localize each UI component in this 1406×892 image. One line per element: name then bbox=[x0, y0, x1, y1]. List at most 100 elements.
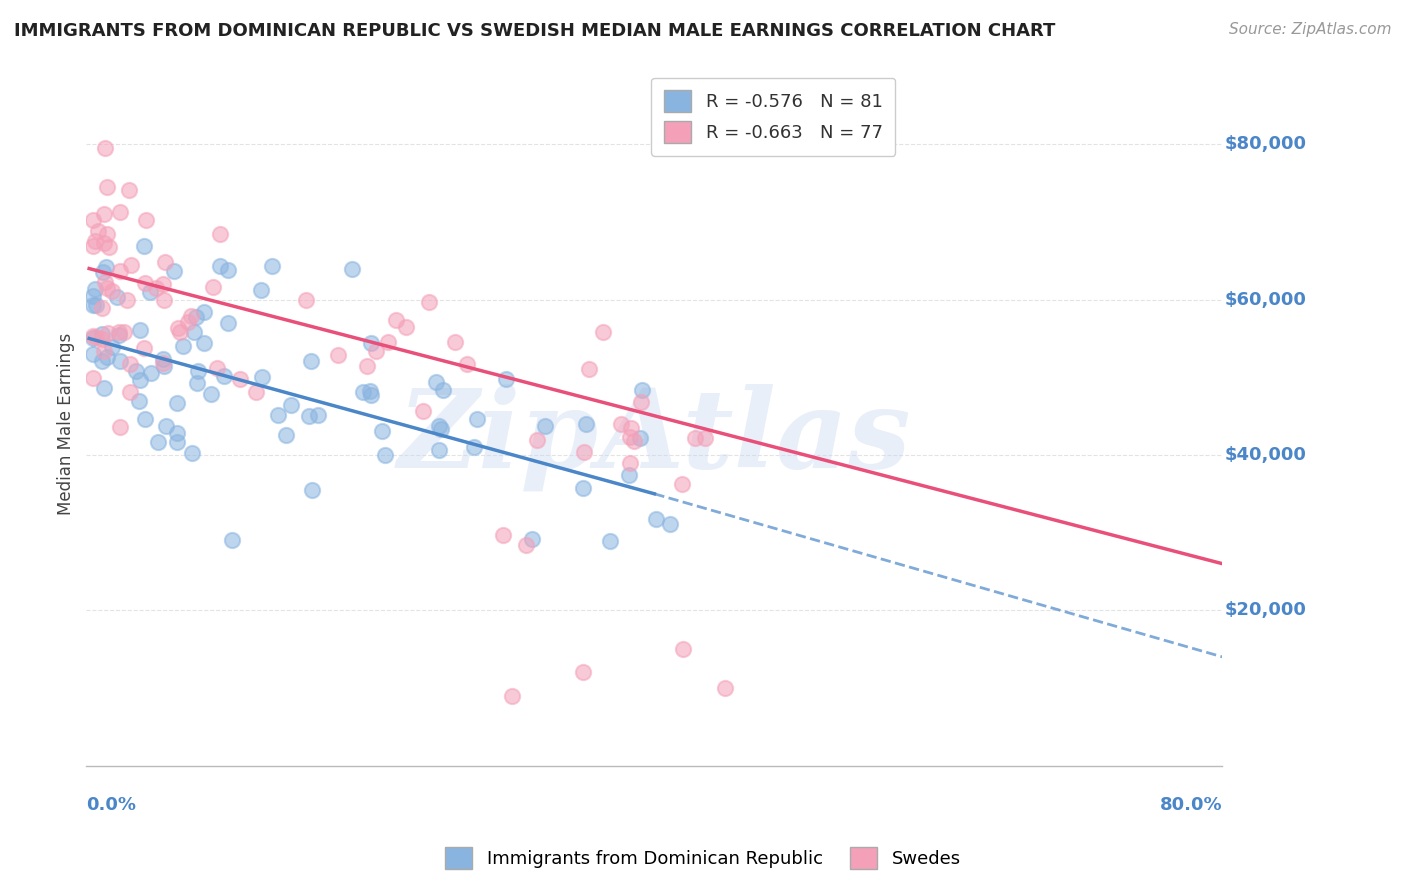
Point bbox=[155, 418, 177, 433]
Point bbox=[180, 309, 202, 323]
Text: IMMIGRANTS FROM DOMINICAN REPUBLIC VS SWEDISH MEDIAN MALE EARNINGS CORRELATION C: IMMIGRANTS FROM DOMINICAN REPUBLIC VS SW… bbox=[14, 22, 1056, 40]
Point bbox=[152, 352, 174, 367]
Point bbox=[129, 373, 152, 387]
Point bbox=[463, 440, 485, 454]
Point bbox=[412, 404, 434, 418]
Text: ZipAtlas: ZipAtlas bbox=[398, 384, 911, 491]
Point bbox=[693, 431, 716, 445]
Point bbox=[617, 468, 640, 483]
Point bbox=[619, 429, 641, 443]
Point bbox=[571, 482, 593, 496]
Point bbox=[82, 289, 104, 303]
Point bbox=[112, 325, 135, 339]
Point bbox=[443, 335, 465, 350]
Point bbox=[221, 533, 243, 547]
Point bbox=[427, 419, 450, 434]
Point bbox=[146, 434, 169, 449]
Point bbox=[425, 375, 447, 389]
Point bbox=[129, 323, 152, 337]
Point bbox=[274, 428, 297, 442]
Point bbox=[366, 343, 388, 358]
Point bbox=[465, 412, 488, 426]
Point bbox=[94, 260, 117, 274]
Point bbox=[456, 357, 478, 371]
Point bbox=[395, 320, 418, 334]
Point bbox=[91, 327, 114, 342]
Point bbox=[377, 334, 399, 349]
Point bbox=[110, 205, 132, 219]
Point bbox=[208, 259, 231, 273]
Point bbox=[82, 239, 104, 253]
Point bbox=[91, 265, 114, 279]
Point bbox=[294, 293, 316, 307]
Point bbox=[572, 665, 595, 680]
Point bbox=[124, 364, 146, 378]
Point bbox=[359, 384, 381, 398]
Point bbox=[118, 183, 141, 197]
Point bbox=[208, 227, 231, 241]
Point bbox=[212, 369, 235, 384]
Point bbox=[152, 356, 174, 370]
Point bbox=[177, 315, 200, 329]
Point bbox=[184, 310, 207, 324]
Point bbox=[84, 235, 107, 249]
Point bbox=[683, 431, 706, 445]
Point bbox=[374, 448, 396, 462]
Text: 80.0%: 80.0% bbox=[1160, 797, 1222, 814]
Point bbox=[520, 533, 543, 547]
Point bbox=[83, 283, 105, 297]
Text: $80,000: $80,000 bbox=[1225, 136, 1306, 153]
Point bbox=[139, 285, 162, 299]
Point bbox=[360, 336, 382, 351]
Point bbox=[128, 393, 150, 408]
Point bbox=[145, 281, 167, 295]
Point bbox=[658, 517, 681, 532]
Point bbox=[501, 689, 523, 703]
Point bbox=[120, 258, 142, 272]
Point bbox=[96, 350, 118, 364]
Point bbox=[193, 335, 215, 350]
Point bbox=[427, 442, 450, 457]
Point bbox=[299, 354, 322, 368]
Point bbox=[166, 396, 188, 410]
Point bbox=[152, 359, 174, 373]
Point bbox=[153, 293, 176, 307]
Legend: R = -0.576   N = 81, R = -0.663   N = 77: R = -0.576 N = 81, R = -0.663 N = 77 bbox=[651, 78, 896, 156]
Point bbox=[93, 236, 115, 251]
Point bbox=[245, 385, 267, 400]
Point bbox=[108, 420, 131, 434]
Point bbox=[84, 330, 107, 344]
Point bbox=[575, 417, 598, 432]
Point bbox=[620, 421, 643, 435]
Point bbox=[533, 419, 555, 434]
Point bbox=[108, 354, 131, 368]
Point bbox=[118, 385, 141, 400]
Point bbox=[326, 348, 349, 362]
Point bbox=[385, 313, 408, 327]
Point bbox=[229, 372, 252, 386]
Point bbox=[82, 298, 104, 312]
Point bbox=[578, 361, 600, 376]
Point bbox=[592, 325, 614, 339]
Text: Source: ZipAtlas.com: Source: ZipAtlas.com bbox=[1229, 22, 1392, 37]
Point bbox=[515, 537, 537, 551]
Point bbox=[301, 483, 323, 497]
Text: $20,000: $20,000 bbox=[1225, 601, 1306, 619]
Point bbox=[115, 293, 138, 307]
Point bbox=[671, 476, 693, 491]
Point bbox=[87, 224, 110, 238]
Point bbox=[101, 284, 124, 298]
Text: $40,000: $40,000 bbox=[1225, 446, 1306, 464]
Point bbox=[82, 347, 104, 361]
Point bbox=[356, 359, 378, 373]
Text: 0.0%: 0.0% bbox=[86, 797, 136, 814]
Point bbox=[205, 360, 228, 375]
Point bbox=[574, 445, 596, 459]
Point bbox=[101, 340, 124, 354]
Point bbox=[250, 370, 273, 384]
Point bbox=[132, 341, 155, 355]
Y-axis label: Median Male Earnings: Median Male Earnings bbox=[58, 333, 75, 515]
Point bbox=[93, 207, 115, 221]
Point bbox=[430, 422, 453, 436]
Point bbox=[672, 642, 695, 657]
